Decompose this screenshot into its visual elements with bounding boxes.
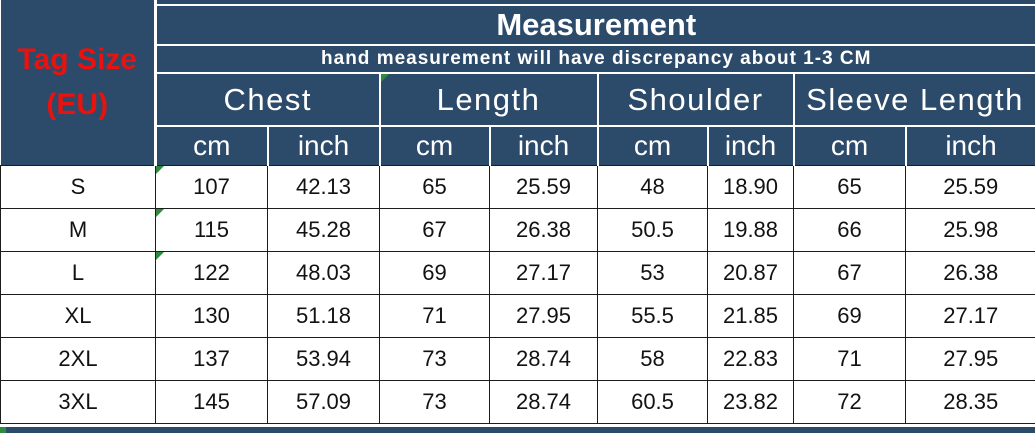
data-cell: 65 bbox=[379, 164, 490, 209]
cell-flag-triangle-icon bbox=[156, 208, 164, 217]
size-label: L bbox=[0, 250, 156, 295]
data-cell: 137 bbox=[155, 336, 268, 381]
table-row-3xl: 3XL 145 57.09 73 28.74 60.5 23.82 72 28.… bbox=[0, 379, 1035, 424]
cell-flag-triangle-icon bbox=[156, 165, 164, 174]
size-label: 2XL bbox=[0, 336, 156, 381]
tag-size-header-cell: Tag Size (EU) bbox=[0, 0, 157, 165]
data-cell: 27.17 bbox=[489, 250, 598, 295]
data-cell: 27.95 bbox=[905, 336, 1035, 381]
cell-flag-triangle-icon bbox=[156, 251, 164, 260]
column-group-shoulder: Shoulder bbox=[597, 73, 795, 127]
data-cell: 69 bbox=[379, 250, 490, 295]
data-cell: 67 bbox=[793, 250, 906, 295]
data-cell: 22.83 bbox=[707, 336, 794, 381]
header-top-strip: Tag Size (EU) bbox=[0, 0, 1035, 165]
column-group-chest: Chest bbox=[155, 73, 381, 127]
column-group-length: Length bbox=[379, 73, 599, 127]
data-cell: 25.59 bbox=[905, 164, 1035, 209]
tag-size-line2: (EU) bbox=[46, 88, 109, 122]
data-cell: 42.13 bbox=[267, 164, 380, 209]
title-row: Measurement bbox=[1, 4, 1035, 46]
data-cell-value: 122 bbox=[193, 259, 230, 285]
table-row-s: S 107 42.13 65 25.59 48 18.90 65 25.59 bbox=[0, 164, 1035, 209]
data-cell: 23.82 bbox=[707, 379, 794, 424]
unit-header-sleeve-cm: cm bbox=[793, 126, 907, 165]
data-cell: 66 bbox=[793, 207, 906, 252]
unit-header-row: cm inch cm inch cm inch cm inch bbox=[1, 126, 1035, 165]
data-cell: 28.74 bbox=[489, 336, 598, 381]
data-cell: 28.74 bbox=[489, 379, 598, 424]
column-group-length-label: Length bbox=[436, 81, 541, 117]
data-cell-value: 107 bbox=[193, 173, 230, 199]
data-cell: 28.35 bbox=[905, 379, 1035, 424]
unit-header-length-cm: cm bbox=[379, 126, 491, 165]
size-chart-table: Tag Size (EU) Measurement hand measureme… bbox=[0, 0, 1035, 424]
data-cell: 25.59 bbox=[489, 164, 598, 209]
table-row-xl: XL 130 51.18 71 27.95 55.5 21.85 69 27.1… bbox=[0, 293, 1035, 338]
unit-header-shoulder-inch: inch bbox=[707, 126, 795, 165]
subtitle-row: hand measurement will have discrepancy a… bbox=[1, 45, 1035, 74]
table-row-l: L 122 48.03 69 27.17 53 20.87 67 26.38 bbox=[0, 250, 1035, 295]
data-cell-value: 115 bbox=[193, 216, 230, 242]
unit-header-shoulder-cm: cm bbox=[597, 126, 709, 165]
data-cell: 45.28 bbox=[267, 207, 380, 252]
data-cell: 71 bbox=[379, 293, 490, 338]
data-cell: 19.88 bbox=[707, 207, 794, 252]
data-cell: 48 bbox=[597, 164, 708, 209]
green-corner-marker-icon bbox=[0, 427, 6, 433]
data-cell: 20.87 bbox=[707, 250, 794, 295]
data-cell: 50.5 bbox=[597, 207, 708, 252]
data-cell: 53 bbox=[597, 250, 708, 295]
measurement-title: Measurement bbox=[155, 4, 1035, 46]
cell-flag-triangle-icon bbox=[380, 74, 389, 82]
data-cell: 51.18 bbox=[267, 293, 380, 338]
data-cell: 115 bbox=[155, 207, 268, 252]
data-cell: 107 bbox=[155, 164, 268, 209]
data-cell: 130 bbox=[155, 293, 268, 338]
data-cell: 73 bbox=[379, 336, 490, 381]
size-label: 3XL bbox=[0, 379, 156, 424]
size-label: S bbox=[0, 164, 156, 209]
data-cell: 72 bbox=[793, 379, 906, 424]
column-group-row: Chest Length Shoulder Sleeve Length bbox=[1, 73, 1035, 127]
data-cell: 27.95 bbox=[489, 293, 598, 338]
unit-header-sleeve-inch: inch bbox=[905, 126, 1035, 165]
size-label: M bbox=[0, 207, 156, 252]
table-row-m: M 115 45.28 67 26.38 50.5 19.88 66 25.98 bbox=[0, 207, 1035, 252]
data-cell: 65 bbox=[793, 164, 906, 209]
bottom-navy-strip bbox=[0, 427, 1035, 433]
data-cell: 27.17 bbox=[905, 293, 1035, 338]
unit-header-length-inch: inch bbox=[489, 126, 599, 165]
data-cell: 55.5 bbox=[597, 293, 708, 338]
data-cell: 122 bbox=[155, 250, 268, 295]
data-cell: 26.38 bbox=[905, 250, 1035, 295]
table-row-2xl: 2XL 137 53.94 73 28.74 58 22.83 71 27.95 bbox=[0, 336, 1035, 381]
data-cell: 57.09 bbox=[267, 379, 380, 424]
data-cell: 67 bbox=[379, 207, 490, 252]
data-cell: 71 bbox=[793, 336, 906, 381]
data-cell: 53.94 bbox=[267, 336, 380, 381]
measurement-subtitle: hand measurement will have discrepancy a… bbox=[155, 45, 1035, 74]
data-cell: 69 bbox=[793, 293, 906, 338]
data-cell: 60.5 bbox=[597, 379, 708, 424]
top-strip-cell bbox=[155, 0, 1035, 5]
size-label: XL bbox=[0, 293, 156, 338]
data-cell: 58 bbox=[597, 336, 708, 381]
data-cell: 48.03 bbox=[267, 250, 380, 295]
data-cell: 18.90 bbox=[707, 164, 794, 209]
data-cell: 145 bbox=[155, 379, 268, 424]
data-cell: 25.98 bbox=[905, 207, 1035, 252]
data-cell: 26.38 bbox=[489, 207, 598, 252]
data-cell: 73 bbox=[379, 379, 490, 424]
unit-header-chest-inch: inch bbox=[267, 126, 381, 165]
tag-size-line1: Tag Size bbox=[17, 43, 137, 77]
unit-header-chest-cm: cm bbox=[155, 126, 269, 165]
data-cell: 21.85 bbox=[707, 293, 794, 338]
column-group-sleeve-length: Sleeve Length bbox=[793, 73, 1035, 127]
